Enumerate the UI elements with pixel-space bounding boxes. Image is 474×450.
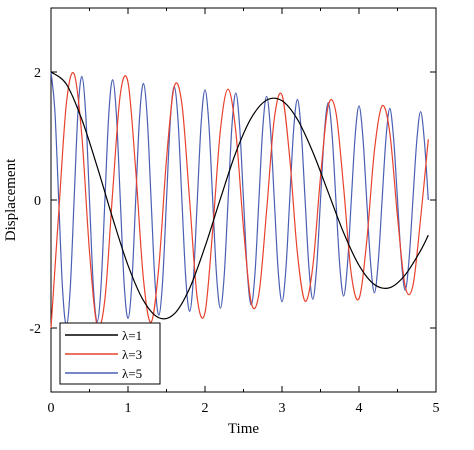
legend: λ=1 λ=3 λ=5 bbox=[59, 322, 161, 385]
legend-label-2: λ=3 bbox=[122, 347, 142, 362]
legend-label-1: λ=1 bbox=[122, 328, 142, 343]
series-line-3 bbox=[50, 71, 429, 327]
series-layer bbox=[50, 71, 429, 329]
x-tick-label: 2 bbox=[202, 401, 209, 416]
y-tick-label: 2 bbox=[34, 66, 41, 81]
x-tick-label: 5 bbox=[433, 401, 440, 416]
y-tick-label: 0 bbox=[34, 194, 41, 209]
x-axis-label: Time bbox=[228, 421, 259, 437]
series-line-2 bbox=[50, 72, 429, 329]
x-tick-label: 0 bbox=[48, 401, 55, 416]
series-line-1 bbox=[50, 71, 429, 320]
x-tick-label: 4 bbox=[356, 401, 363, 416]
y-tick-label: -2 bbox=[29, 322, 41, 337]
legend-label-3: λ=5 bbox=[122, 366, 142, 381]
x-tick-label: 1 bbox=[125, 401, 132, 416]
x-tick-label: 3 bbox=[279, 401, 286, 416]
y-axis-label: Displacement bbox=[3, 158, 19, 241]
plot-area: 0 1 2 3 4 5 -2 0 2 bbox=[29, 7, 440, 416]
